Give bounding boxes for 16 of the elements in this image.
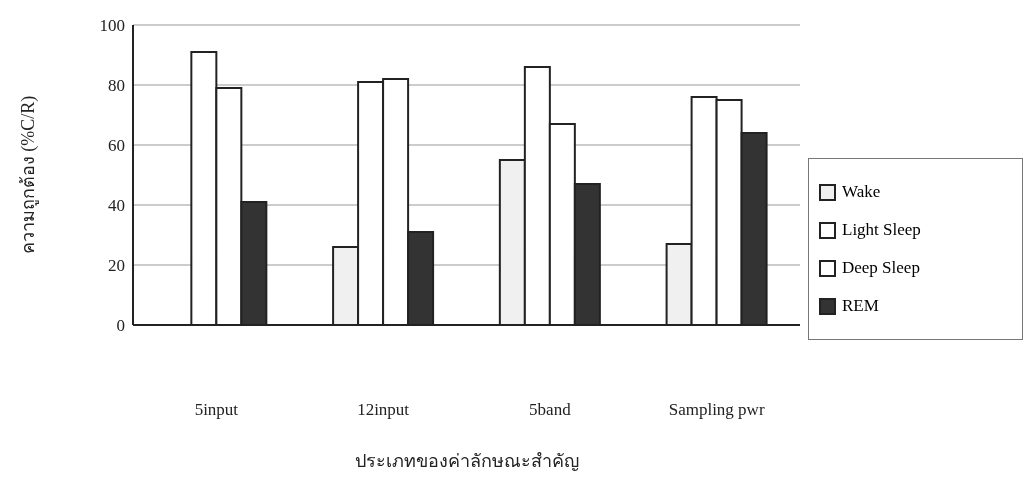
legend-label: Deep Sleep xyxy=(842,258,920,278)
y-tick-label: 20 xyxy=(108,256,125,276)
x-tick-label: Sampling pwr xyxy=(668,400,765,420)
x-tick-label: 5input xyxy=(194,400,239,420)
y-tick-label: 80 xyxy=(108,76,125,96)
y-tick-label: 0 xyxy=(116,316,125,336)
legend-label: REM xyxy=(842,296,879,316)
y-axis-title: ความถูกต้อง (%C/R) xyxy=(18,95,40,255)
y-tick-label: 40 xyxy=(108,196,125,216)
x-tick-label: 5band xyxy=(529,400,572,420)
y-tick-label: 60 xyxy=(108,136,125,156)
y-tick-label: 100 xyxy=(99,16,125,36)
x-axis-title: ประเภทของค่าลักษณะสำคัญ xyxy=(354,451,579,471)
x-tick-label: 12input xyxy=(357,400,410,420)
legend-label: Light Sleep xyxy=(842,220,921,240)
legend-label: Wake xyxy=(842,182,881,202)
